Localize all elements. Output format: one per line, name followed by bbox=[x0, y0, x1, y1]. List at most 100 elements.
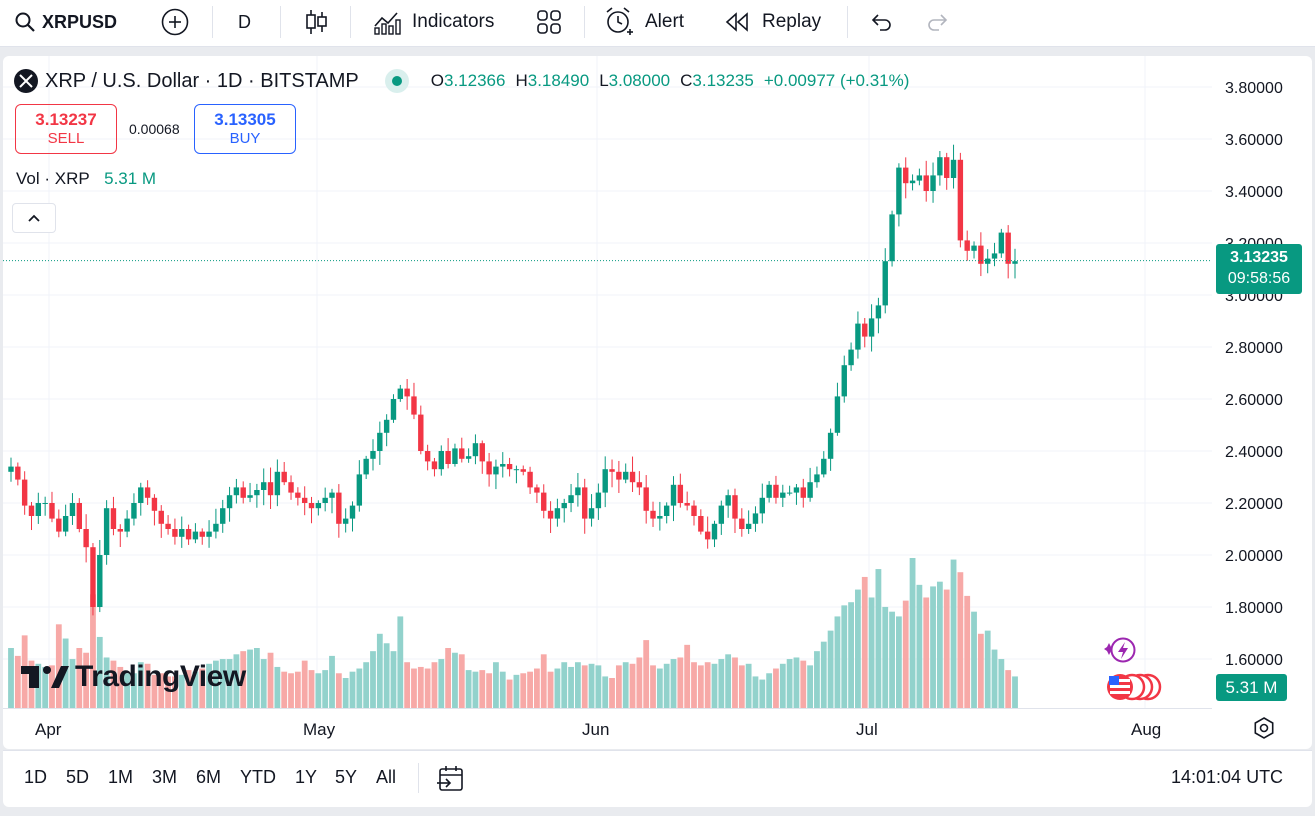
candle-body bbox=[8, 466, 14, 472]
go-to-date-button[interactable] bbox=[436, 764, 466, 799]
economic-events-icon[interactable] bbox=[1102, 670, 1166, 704]
price-tick-label: 2.80000 bbox=[1225, 340, 1283, 357]
range-1d[interactable]: 1D bbox=[24, 767, 48, 787]
chart-type-button[interactable] bbox=[303, 0, 329, 44]
buy-button[interactable]: 3.13305 BUY bbox=[194, 104, 296, 154]
sell-button[interactable]: 3.13237 SELL bbox=[15, 104, 117, 154]
volume-bar bbox=[253, 648, 260, 708]
candle-body bbox=[609, 469, 615, 472]
alarm-clock-icon bbox=[606, 7, 633, 35]
symbol-label: XRPUSD bbox=[42, 11, 118, 32]
candle-body bbox=[192, 531, 199, 540]
candle-body bbox=[49, 503, 55, 519]
volume-bar bbox=[745, 663, 752, 708]
candle-body bbox=[889, 214, 895, 262]
volume-bar bbox=[841, 605, 848, 708]
compare-button[interactable] bbox=[160, 0, 190, 44]
volume-bar bbox=[964, 595, 971, 708]
buy-price: 3.13305 bbox=[214, 110, 276, 129]
volume-bar bbox=[493, 662, 499, 708]
candle-body bbox=[868, 318, 875, 337]
range-ytd[interactable]: YTD bbox=[240, 767, 276, 787]
collapse-legend-button[interactable] bbox=[12, 203, 56, 233]
volume-bar bbox=[834, 616, 841, 708]
market-status-icon[interactable] bbox=[384, 69, 409, 93]
range-all[interactable]: All bbox=[376, 767, 397, 787]
us-flag-events-icon bbox=[1107, 673, 1162, 701]
time-label-jul: Jul bbox=[856, 720, 878, 739]
candle-body bbox=[752, 513, 759, 524]
candle-body bbox=[547, 510, 554, 519]
volume-bar bbox=[902, 600, 909, 708]
candle-body bbox=[984, 258, 991, 264]
candle-body bbox=[882, 261, 888, 306]
range-1y[interactable]: 1Y bbox=[295, 767, 318, 787]
volume-bar bbox=[950, 559, 957, 708]
candle-body bbox=[616, 471, 622, 480]
candle-body bbox=[848, 349, 854, 366]
volume-legend-value: 5.31 M bbox=[104, 169, 157, 188]
range-3m[interactable]: 3M bbox=[152, 767, 178, 787]
templates-button[interactable] bbox=[535, 0, 563, 44]
lightning-sparkle-icon bbox=[1104, 637, 1136, 663]
chart-panel[interactable]: 3.800003.600003.400003.200003.000002.800… bbox=[3, 56, 1312, 749]
volume-legend-label: Vol · XRP bbox=[16, 169, 90, 188]
candle-body bbox=[493, 466, 499, 475]
candle-body bbox=[247, 495, 253, 498]
candle-body bbox=[377, 432, 383, 451]
volume-bar bbox=[267, 652, 274, 708]
volume-bar bbox=[534, 668, 540, 708]
volume-bar bbox=[144, 663, 151, 708]
current-price-label: 3.13235 09:58:56 bbox=[1216, 244, 1302, 294]
open-label: O bbox=[430, 71, 444, 90]
candle-body bbox=[418, 414, 424, 451]
candle-body bbox=[636, 482, 643, 488]
range-6m[interactable]: 6M bbox=[196, 767, 222, 787]
candle-body bbox=[15, 466, 21, 480]
chart-settings-button[interactable] bbox=[1252, 716, 1276, 745]
candle-body bbox=[541, 492, 547, 511]
change-value: +0.00977 (+0.31%) bbox=[763, 71, 910, 90]
candle-body bbox=[144, 487, 151, 498]
symbol-search-button[interactable]: XRPUSD bbox=[14, 0, 117, 44]
volume-bar bbox=[411, 668, 417, 708]
volume-bar bbox=[376, 633, 383, 708]
candle-body bbox=[998, 232, 1005, 254]
top-toolbar: XRPUSD D Indicators Alert Replay bbox=[0, 0, 1315, 47]
replay-label: Replay bbox=[762, 11, 822, 32]
interval-button[interactable]: D bbox=[238, 11, 251, 32]
redo-icon bbox=[928, 14, 948, 31]
candle-body bbox=[780, 492, 786, 498]
gear-icon bbox=[1254, 717, 1274, 739]
volume-bar bbox=[663, 663, 670, 708]
volume-bar bbox=[991, 649, 998, 708]
candle-body bbox=[657, 516, 663, 519]
volume-bar bbox=[527, 671, 533, 708]
volume-bar bbox=[896, 616, 902, 708]
range-5y[interactable]: 5Y bbox=[335, 767, 358, 787]
volume-bar bbox=[452, 652, 458, 708]
indicators-button[interactable]: Indicators bbox=[372, 0, 494, 44]
redo-button[interactable] bbox=[925, 0, 951, 44]
candle-body bbox=[964, 240, 970, 251]
volume-bar bbox=[513, 674, 520, 708]
candle-body bbox=[575, 487, 581, 496]
toolbar-divider bbox=[418, 763, 419, 793]
undo-button[interactable] bbox=[868, 0, 894, 44]
candle-body bbox=[274, 471, 281, 496]
volume-bar bbox=[574, 662, 581, 708]
volume-bar bbox=[629, 663, 636, 708]
volume-bar bbox=[417, 666, 424, 708]
symbol-title[interactable]: XRP / U.S. Dollar · 1D · BITSTAMP bbox=[45, 69, 359, 92]
replay-button[interactable]: Replay bbox=[724, 0, 821, 44]
range-5d[interactable]: 5D bbox=[66, 767, 90, 787]
candle-body bbox=[595, 492, 602, 509]
range-1m[interactable]: 1M bbox=[108, 767, 134, 787]
alert-button[interactable]: Alert bbox=[603, 0, 684, 44]
candle-body bbox=[295, 492, 301, 498]
volume-bar bbox=[547, 671, 554, 708]
candle-body bbox=[773, 484, 779, 498]
utc-clock[interactable]: 14:01:04 UTC bbox=[1171, 767, 1284, 787]
ideas-icon[interactable] bbox=[1102, 637, 1136, 669]
volume-bar bbox=[472, 671, 479, 708]
